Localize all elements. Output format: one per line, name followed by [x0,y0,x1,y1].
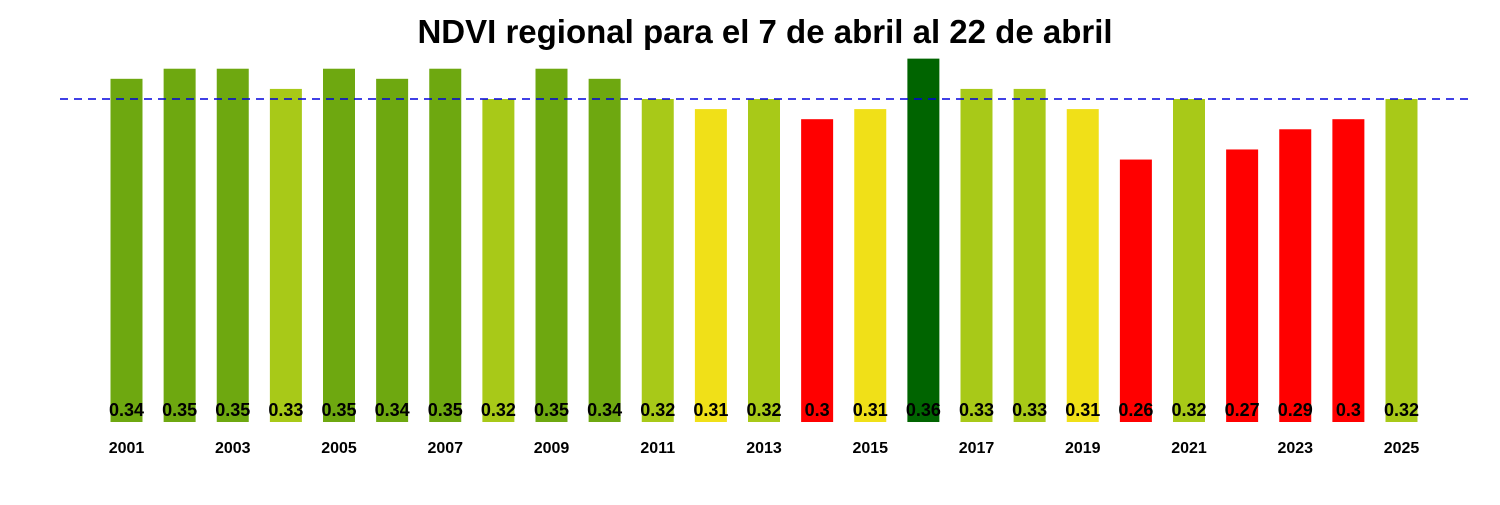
bar-2008 [482,99,515,422]
bar-2007 [429,68,462,422]
value-label-2012: 0.31 [693,400,728,420]
bar-2025 [1385,99,1418,422]
value-label-2019: 0.31 [1065,400,1100,420]
x-tick-label-2025: 2025 [1384,440,1420,457]
x-tick-label-2013: 2013 [746,440,782,457]
bar-2001 [110,78,143,422]
value-label-2004: 0.33 [268,400,303,420]
x-tick-label-2021: 2021 [1171,440,1207,457]
value-label-2022: 0.27 [1225,400,1260,420]
x-tick-labels-layer: 2001 2003 2005 2007 2009 2011 2013 2015 2017 2019… [109,440,1420,457]
bar-2018 [1013,88,1046,422]
value-label-2001: 0.34 [109,400,144,420]
bar-2020 [1119,159,1152,422]
x-tick-label-2009: 2009 [534,440,570,457]
chart-title: NDVI regional para el 7 de abril al 22 d… [417,13,1113,50]
value-label-2003: 0.35 [215,400,250,420]
bar-2019 [1066,109,1099,422]
value-label-2021: 0.32 [1171,400,1206,420]
x-tick-label-2005: 2005 [321,440,357,457]
bar-2023 [1279,129,1312,422]
bar-2017 [960,88,993,422]
value-label-2013: 0.32 [746,400,781,420]
bar-2005 [323,68,355,422]
bar-2013 [748,99,780,422]
bars-layer [110,58,1418,423]
value-label-2016: 0.36 [906,400,941,420]
x-tick-label-2015: 2015 [852,440,888,457]
value-label-2006: 0.34 [375,400,410,420]
bar-2010 [588,78,621,422]
value-label-2008: 0.32 [481,400,516,420]
value-label-2023: 0.29 [1278,400,1313,420]
value-label-2025: 0.32 [1384,400,1419,420]
value-label-2009: 0.35 [534,400,569,420]
bar-2004 [269,88,302,422]
bar-2016 [907,58,940,423]
x-tick-label-2001: 2001 [109,440,145,457]
x-tick-label-2003: 2003 [215,440,251,457]
bar-2022 [1226,149,1259,422]
bar-2021 [1173,99,1205,422]
value-label-2007: 0.35 [428,400,463,420]
x-tick-label-2019: 2019 [1065,440,1101,457]
bar-2003 [216,68,249,422]
value-label-2020: 0.26 [1118,400,1153,420]
value-labels-layer: 0.34 0.35 0.35 0.33 0.35 0.34 0.35 0.32 0.35 0.34… [109,400,1419,420]
x-tick-label-2011: 2011 [640,440,675,457]
x-tick-label-2023: 2023 [1277,440,1313,457]
bar-2015 [854,109,887,422]
value-label-2010: 0.34 [587,400,622,420]
x-tick-label-2017: 2017 [959,440,995,457]
bar-2002 [163,68,196,422]
value-label-2015: 0.31 [853,400,888,420]
value-label-2017: 0.33 [959,400,994,420]
bar-2014 [801,119,834,422]
value-label-2002: 0.35 [162,400,197,420]
bar-2009 [535,68,568,422]
value-label-2014: 0.3 [805,400,830,420]
value-label-2018: 0.33 [1012,400,1047,420]
value-label-2011: 0.32 [640,400,675,420]
bar-2012 [694,109,727,422]
value-label-2005: 0.35 [321,400,356,420]
x-tick-label-2007: 2007 [427,440,463,457]
bar-2024 [1332,119,1365,422]
value-label-2024: 0.3 [1336,400,1361,420]
bar-2006 [376,78,409,422]
bar-2011 [641,99,674,422]
